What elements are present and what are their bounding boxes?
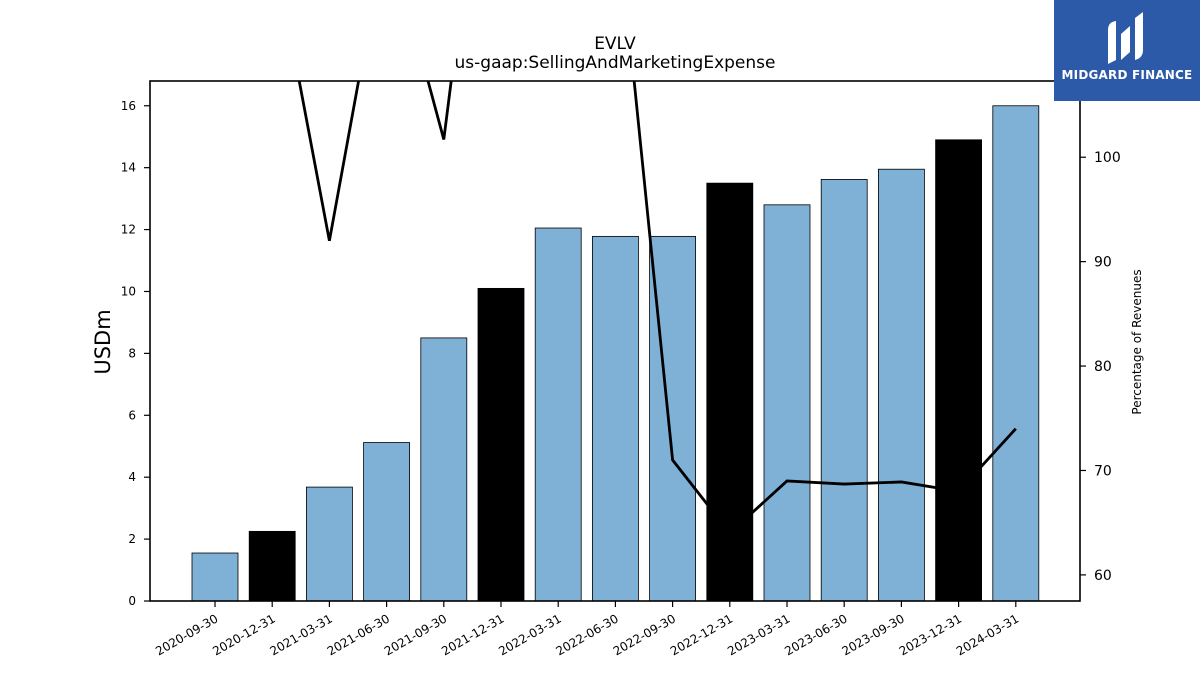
bar-2020-09-30 [191,552,239,602]
x-tick-label: 2022-09-30 [611,611,678,658]
y2-tick-label: 80 [1094,359,1112,375]
y2-tick-label: 60 [1094,568,1112,584]
y-tick-label: 4 [128,470,136,484]
y-tick-label: 14 [121,161,136,175]
x-tick-label: 2023-06-30 [782,611,849,658]
percentage-line [297,81,1017,536]
y-tick-label: 2 [128,532,136,546]
bar-2021-09-30 [420,337,468,602]
bar-2024-03-31 [992,105,1040,602]
x-tick-label: 2023-03-31 [725,611,792,658]
x-tick-label: 2020-12-31 [210,611,277,658]
bar-2021-03-31 [305,486,353,602]
x-tick-label: 2022-06-30 [553,611,620,658]
y2-axis-label: Percentage of Revenues [1130,269,1144,414]
chart-title: EVLV [594,34,636,54]
bar-2022-12-31 [706,182,754,602]
x-tick-label: 2021-09-30 [382,611,449,658]
bar-2022-03-31 [534,227,582,602]
x-tick-label: 2022-12-31 [668,611,735,658]
y-tick-label: 12 [121,223,136,237]
x-tick-label: 2021-03-31 [267,611,334,658]
midgard-finance-logo: MIDGARD FINANCE [1054,0,1200,101]
bar-2023-06-30 [820,179,868,602]
plot-area: 0 2 4 6 8 10 12 14 16 60 70 80 90 100 2020-09-302020-1… [121,80,1121,658]
bar-2022-06-30 [592,235,639,602]
y2-tick-label: 100 [1094,150,1121,166]
logo-text: MIDGARD FINANCE [1061,68,1193,82]
bar-2023-12-31 [935,139,982,602]
bar-2021-06-30 [363,442,411,602]
x-tick-label: 2021-12-31 [439,611,506,658]
bar-2020-12-31 [248,530,296,602]
y-tick-label: 6 [128,408,136,422]
y-tick-label: 16 [121,99,136,113]
y2-tick-label: 90 [1094,255,1112,271]
y2-tick-label: 70 [1094,463,1112,479]
y-axis-label: USDm [91,309,115,374]
x-tick-label: 2023-09-30 [839,611,906,658]
x-tick-label: 2020-09-30 [153,611,220,658]
x-tick-label: 2022-03-31 [496,611,563,658]
chart-subtitle: us-gaap:SellingAndMarketingExpense [455,53,776,73]
x-tick-label: 2023-12-31 [897,611,964,658]
y-tick-label: 10 [121,284,136,298]
bar-2023-09-30 [878,168,925,602]
x-tick-label: 2024-03-31 [954,611,1021,658]
bar-2021-12-31 [477,287,525,602]
logo-mark-icon [1108,12,1143,64]
y-tick-label: 8 [128,346,136,360]
bar-2023-03-31 [763,204,811,602]
y-tick-label: 0 [128,594,136,608]
x-tick-label: 2021-06-30 [325,611,392,658]
